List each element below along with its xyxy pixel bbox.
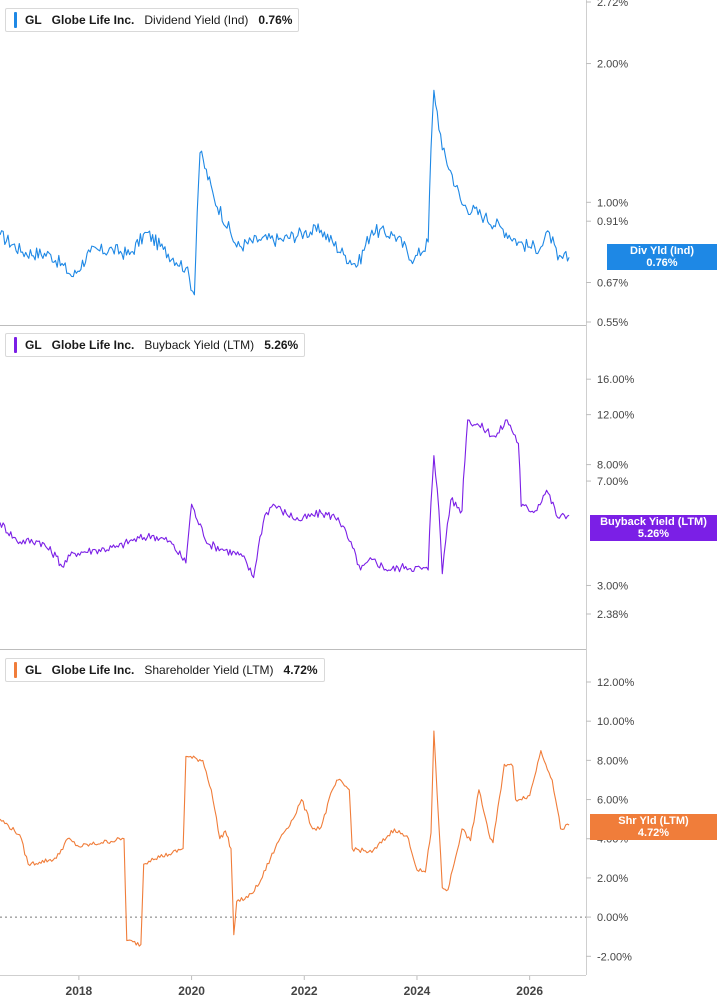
company-label: Globe Life Inc. xyxy=(51,338,135,352)
y-tick-label: 8.00% xyxy=(597,460,628,472)
current-value-tag-shareholder: Shr Yld (LTM) 4.72% xyxy=(590,814,717,840)
y-tick-label: -2.00% xyxy=(597,951,632,963)
series-line xyxy=(0,89,570,296)
y-tick-label: 0.55% xyxy=(597,317,628,329)
current-value: 5.26% xyxy=(264,338,299,352)
x-tick-label: 2026 xyxy=(516,984,543,998)
y-tick-label: 0.00% xyxy=(597,912,628,924)
y-tick-label: 0.67% xyxy=(597,277,628,289)
x-tick-label: 2020 xyxy=(178,984,205,998)
tag-value: 0.76% xyxy=(646,257,678,269)
legend-buyback-yield: GL Globe Life Inc. Buyback Yield (LTM) 5… xyxy=(5,333,306,357)
y-tick-label: 6.00% xyxy=(597,795,628,807)
company-label: Globe Life Inc. xyxy=(51,663,135,677)
current-value: 0.76% xyxy=(258,13,293,27)
tag-label: Buyback Yield (LTM) xyxy=(600,516,707,528)
y-tick-label: 2.00% xyxy=(597,873,628,885)
y-tick-label: 3.00% xyxy=(597,580,628,592)
y-tick-label: 7.00% xyxy=(597,476,628,488)
tag-label: Shr Yld (LTM) xyxy=(618,815,689,827)
x-tick-label: 2022 xyxy=(291,984,318,998)
y-tick-label: 2.38% xyxy=(597,609,628,621)
tag-label: Div Yld (Ind) xyxy=(630,245,694,257)
series-color-swatch xyxy=(14,12,17,28)
company-label: Globe Life Inc. xyxy=(51,13,135,27)
current-value-tag-buyback: Buyback Yield (LTM) 5.26% xyxy=(590,515,717,541)
legend-shareholder-yield: GL Globe Life Inc. Shareholder Yield (LT… xyxy=(5,658,325,682)
legend-dividend-yield: GL Globe Life Inc. Dividend Yield (Ind) … xyxy=(5,8,300,32)
metric-label: Shareholder Yield (LTM) xyxy=(144,663,274,677)
y-tick-label: 10.00% xyxy=(597,716,635,728)
series-color-swatch xyxy=(14,337,17,353)
metric-label: Buyback Yield (LTM) xyxy=(144,338,255,352)
y-tick-label: 8.00% xyxy=(597,755,628,767)
metric-label: Dividend Yield (Ind) xyxy=(144,13,249,27)
y-tick-label: 2.00% xyxy=(597,59,628,71)
y-tick-label: 1.00% xyxy=(597,197,628,209)
ticker-label: GL xyxy=(25,663,42,677)
ticker-label: GL xyxy=(25,338,42,352)
series-color-swatch xyxy=(14,662,17,678)
y-tick-label: 12.00% xyxy=(597,410,635,422)
x-tick-label: 2018 xyxy=(66,984,93,998)
tag-value: 4.72% xyxy=(637,827,670,839)
y-tick-label: 2.72% xyxy=(597,0,628,9)
y-tick-label: 0.91% xyxy=(597,216,628,228)
current-value: 4.72% xyxy=(283,663,318,677)
series-line xyxy=(0,730,570,947)
current-value-tag-dividend: Div Yld (Ind) 0.76% xyxy=(607,244,717,270)
tag-value: 5.26% xyxy=(637,528,670,540)
y-tick-label: 16.00% xyxy=(597,374,635,386)
y-tick-label: 12.00% xyxy=(597,677,635,689)
x-tick-label: 2024 xyxy=(404,984,431,998)
ticker-label: GL xyxy=(25,13,42,27)
series-line xyxy=(0,419,570,579)
